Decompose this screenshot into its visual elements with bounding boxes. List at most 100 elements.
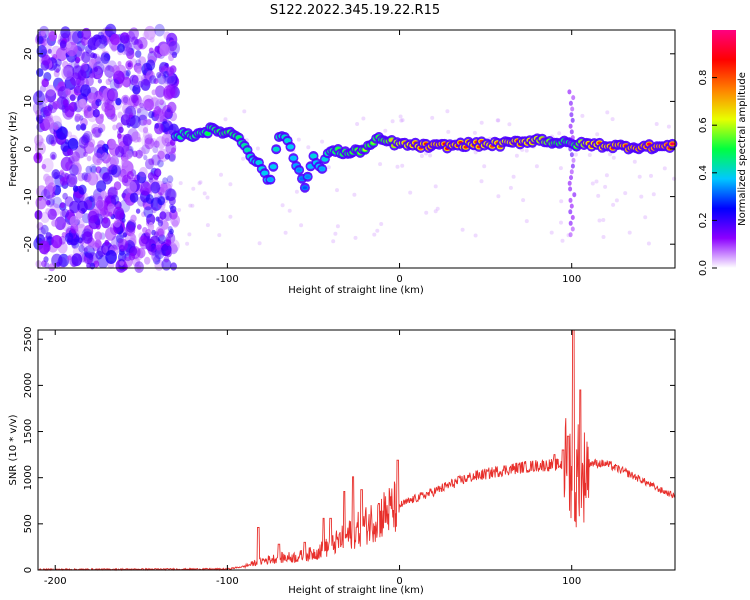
heatmap-cell bbox=[573, 152, 578, 157]
heatmap-cell bbox=[159, 43, 170, 57]
heatmap-cell bbox=[70, 58, 80, 69]
spectrogram-cells bbox=[32, 23, 676, 273]
heatmap-cell bbox=[119, 32, 130, 44]
spectrogram-y-axis-label: Frequency (Hz) bbox=[8, 111, 19, 187]
heatmap-cell bbox=[82, 231, 93, 244]
heatmap-cell bbox=[118, 238, 129, 251]
heatmap-cell bbox=[117, 133, 122, 139]
heatmap-cell bbox=[51, 219, 58, 227]
heatmap-cell bbox=[79, 240, 84, 246]
heatmap-cell bbox=[167, 151, 176, 162]
heatmap-cell bbox=[567, 89, 572, 95]
heatmap-cell bbox=[81, 27, 92, 40]
heatmap-cell bbox=[132, 257, 141, 267]
heatmap-cell bbox=[113, 218, 121, 228]
heatmap-cell bbox=[83, 130, 93, 143]
heatmap-cell bbox=[378, 162, 383, 167]
heatmap-cell bbox=[291, 156, 296, 160]
heatmap-cell bbox=[145, 194, 154, 205]
heatmap-cell bbox=[65, 41, 72, 49]
heatmap-cell bbox=[81, 133, 91, 144]
heatmap-cell bbox=[205, 195, 210, 200]
heatmap-cell bbox=[87, 92, 97, 104]
heatmap-cell bbox=[283, 230, 288, 235]
heatmap-cell bbox=[651, 192, 656, 197]
heatmap-cell bbox=[107, 187, 118, 199]
heatmap-cell bbox=[167, 226, 173, 232]
heatmap-cell bbox=[98, 34, 107, 45]
heatmap-cell bbox=[141, 211, 146, 218]
heatmap-cell bbox=[162, 74, 167, 79]
heatmap-cell bbox=[154, 110, 165, 123]
heatmap-cell bbox=[306, 145, 311, 150]
heatmap-cell bbox=[136, 107, 142, 114]
heatmap-cell bbox=[102, 217, 109, 224]
heatmap-cell bbox=[118, 263, 125, 271]
heatmap-cell bbox=[117, 252, 127, 263]
heatmap-cell bbox=[140, 78, 151, 91]
heatmap-cell bbox=[104, 65, 115, 78]
heatmap-cell bbox=[141, 144, 150, 155]
heatmap-cell bbox=[89, 73, 95, 79]
heatmap-cell bbox=[521, 198, 526, 203]
chart-title: S122.2022.345.19.22.R15 bbox=[270, 3, 440, 18]
heatmap-cell bbox=[151, 251, 160, 262]
heatmap-cell bbox=[146, 119, 152, 126]
heatmap-cell bbox=[63, 64, 75, 79]
heatmap-cell bbox=[153, 78, 159, 85]
heatmap-cell bbox=[87, 210, 98, 224]
heatmap-cell bbox=[569, 129, 574, 135]
heatmap-cell bbox=[146, 59, 156, 71]
heatmap-cell bbox=[143, 206, 153, 218]
heatmap-cell bbox=[104, 239, 110, 246]
heatmap-cell bbox=[151, 154, 161, 166]
heatmap-cell bbox=[557, 131, 562, 136]
heatmap-cell bbox=[559, 199, 564, 204]
heatmap-cell bbox=[85, 106, 95, 118]
heatmap-cell bbox=[111, 44, 118, 52]
heatmap-cell bbox=[567, 180, 572, 186]
heatmap-cell bbox=[157, 150, 165, 160]
heatmap-cell bbox=[97, 123, 106, 133]
heatmap-cell bbox=[569, 169, 574, 175]
y-tick-label: 2500 bbox=[23, 327, 34, 352]
heatmap-cell bbox=[70, 223, 79, 234]
heatmap-cell bbox=[178, 181, 183, 186]
heatmap-cell bbox=[132, 84, 141, 95]
heatmap-cell bbox=[121, 218, 126, 223]
heatmap-cell bbox=[159, 183, 168, 193]
heatmap-cell bbox=[570, 135, 575, 141]
heatmap-cell bbox=[81, 241, 90, 252]
heatmap-cell bbox=[55, 47, 68, 62]
heatmap-cell bbox=[395, 164, 400, 169]
heatmap-cell bbox=[567, 140, 572, 146]
heatmap-cell bbox=[127, 128, 139, 142]
heatmap-cell bbox=[43, 105, 52, 117]
heatmap-cell bbox=[104, 98, 115, 111]
heatmap-cell bbox=[190, 203, 195, 208]
heatmap-cell bbox=[104, 195, 112, 204]
x-tick-label: 0 bbox=[396, 576, 402, 587]
heatmap-cell bbox=[61, 65, 74, 81]
heatmap-cell bbox=[59, 209, 67, 218]
heatmap-cell bbox=[400, 118, 405, 123]
heatmap-cell bbox=[48, 31, 58, 42]
heatmap-cell bbox=[154, 247, 165, 260]
heatmap-cell bbox=[117, 61, 122, 66]
heatmap-cell bbox=[114, 146, 125, 158]
x-tick-label: 100 bbox=[562, 274, 581, 285]
colorbar: 0.0 0.2 0.4 0.6 0.8 Normalized spectral ampl… bbox=[698, 30, 748, 276]
heatmap-cell bbox=[654, 122, 659, 126]
heatmap-cell bbox=[129, 115, 141, 129]
heatmap-cell bbox=[482, 164, 487, 169]
heatmap-cell bbox=[87, 106, 92, 112]
heatmap-cell bbox=[157, 234, 167, 245]
heatmap-cell bbox=[135, 208, 141, 214]
x-tick-label: -100 bbox=[216, 274, 239, 285]
heatmap-cell bbox=[131, 131, 141, 143]
heatmap-cell bbox=[105, 250, 117, 264]
heatmap-cell bbox=[163, 255, 170, 263]
spectrogram-x-axis-label: Height of straight line (km) bbox=[288, 285, 424, 296]
heatmap-cell bbox=[311, 154, 316, 158]
